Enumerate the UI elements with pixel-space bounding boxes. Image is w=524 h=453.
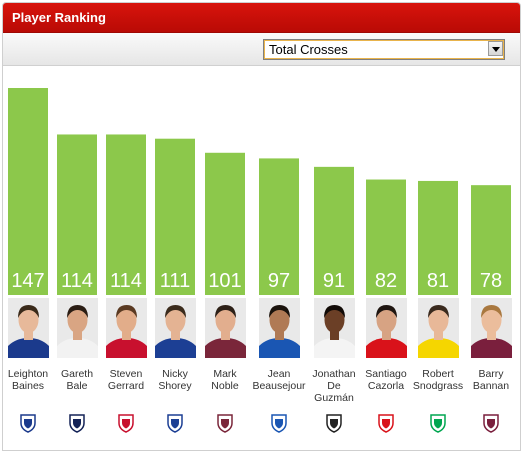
player-name-line: Gerrard bbox=[107, 380, 145, 392]
player-name-line: Shorey bbox=[158, 380, 192, 392]
tottenham-badge-icon[interactable] bbox=[67, 413, 87, 433]
widget-title: Player Ranking bbox=[12, 10, 106, 25]
bar-steven-gerrard[interactable] bbox=[106, 134, 146, 295]
aston-villa-badge-icon[interactable] bbox=[481, 413, 501, 433]
arsenal-badge-icon[interactable] bbox=[376, 413, 396, 433]
player-name[interactable]: Nicky Shorey bbox=[148, 368, 202, 392]
ranking-bar-chart: 147 114 114 111 101 97 91 82 81 78 bbox=[8, 88, 511, 295]
bar-value-label: 111 bbox=[160, 270, 190, 292]
everton-badge-icon[interactable] bbox=[18, 413, 38, 433]
player-name[interactable]: Leighton Baines bbox=[1, 368, 55, 392]
player-name[interactable]: Jean Beausejour bbox=[252, 368, 306, 392]
dropdown-arrow-icon[interactable] bbox=[488, 41, 503, 56]
bar-value-label: 97 bbox=[268, 270, 290, 292]
player-name-line: Bannan bbox=[472, 380, 510, 392]
bar-jonathan-de-guzman[interactable] bbox=[314, 166, 354, 295]
player-name-line: Leighton bbox=[7, 368, 49, 380]
bar-value-label: 114 bbox=[110, 270, 142, 292]
wigan-badge-icon[interactable] bbox=[269, 413, 289, 433]
widget-header: Player Ranking bbox=[3, 3, 520, 33]
player-photo[interactable] bbox=[8, 298, 49, 358]
player-name[interactable]: Gareth Bale bbox=[50, 368, 104, 392]
widget-toolbar: Total Crosses bbox=[3, 33, 520, 66]
player-photo[interactable] bbox=[259, 298, 300, 358]
norwich-badge-icon[interactable] bbox=[428, 413, 448, 433]
bar-value-label: 101 bbox=[208, 270, 241, 292]
player-photo[interactable] bbox=[366, 298, 407, 358]
player-photo[interactable] bbox=[155, 298, 196, 358]
stat-selector-value: Total Crosses bbox=[269, 42, 348, 57]
stat-selector-dropdown[interactable]: Total Crosses bbox=[263, 39, 505, 60]
bar-value-label: 147 bbox=[11, 270, 44, 292]
bar-value-label: 114 bbox=[61, 270, 93, 292]
bar-value-label: 91 bbox=[323, 270, 345, 292]
player-name-line: Bale bbox=[66, 380, 88, 392]
player-name[interactable]: Robert Snodgrass bbox=[411, 368, 465, 392]
bar-nicky-shorey[interactable] bbox=[155, 138, 195, 295]
player-name-line: Robert bbox=[422, 368, 454, 380]
bar-robert-snodgrass[interactable] bbox=[418, 180, 458, 295]
west-ham-badge-icon[interactable] bbox=[215, 413, 235, 433]
bar-value-label: 81 bbox=[427, 270, 449, 292]
player-name-line: Gareth bbox=[60, 368, 94, 380]
player-name[interactable]: Steven Gerrard bbox=[99, 368, 153, 392]
player-name-line: Noble bbox=[211, 380, 239, 392]
bar-santiago-cazorla[interactable] bbox=[366, 179, 406, 295]
player-name-line: Snodgrass bbox=[412, 380, 464, 392]
player-name-line: Baines bbox=[11, 380, 45, 392]
player-name-line: Guzmán bbox=[314, 392, 354, 404]
player-photo[interactable] bbox=[314, 298, 355, 358]
player-name-line: Jonathan bbox=[312, 368, 356, 380]
player-photo[interactable] bbox=[205, 298, 246, 358]
player-photo[interactable] bbox=[106, 298, 147, 358]
swansea-badge-icon[interactable] bbox=[324, 413, 344, 433]
player-name-line: Steven bbox=[109, 368, 143, 380]
reading-badge-icon[interactable] bbox=[165, 413, 185, 433]
bar-leighton-baines[interactable] bbox=[8, 88, 48, 295]
player-name[interactable]: Barry Bannan bbox=[464, 368, 518, 392]
player-name[interactable]: Jonathan De Guzmán bbox=[307, 368, 361, 404]
liverpool-badge-icon[interactable] bbox=[116, 413, 136, 433]
player-photo[interactable] bbox=[418, 298, 459, 358]
player-name-line: Jean bbox=[267, 368, 291, 380]
bar-barry-bannan[interactable] bbox=[471, 185, 511, 295]
bar-mark-noble[interactable] bbox=[205, 152, 245, 295]
bar-jean-beausejour[interactable] bbox=[259, 158, 299, 295]
player-photo[interactable] bbox=[57, 298, 98, 358]
bar-value-label: 78 bbox=[480, 270, 502, 292]
player-name-line: Nicky bbox=[162, 368, 188, 380]
player-name-line: De bbox=[327, 380, 341, 392]
player-name-line: Mark bbox=[213, 368, 237, 380]
player-name-line: Cazorla bbox=[367, 380, 405, 392]
bar-gareth-bale[interactable] bbox=[57, 134, 97, 295]
player-name-line: Barry bbox=[478, 368, 504, 380]
bar-value-label: 82 bbox=[375, 270, 397, 292]
player-name[interactable]: Santiago Cazorla bbox=[359, 368, 413, 392]
player-name[interactable]: Mark Noble bbox=[198, 368, 252, 392]
player-name-line: Santiago bbox=[365, 368, 407, 380]
player-name-line: Beausejour bbox=[252, 380, 306, 392]
player-photo[interactable] bbox=[471, 298, 512, 358]
